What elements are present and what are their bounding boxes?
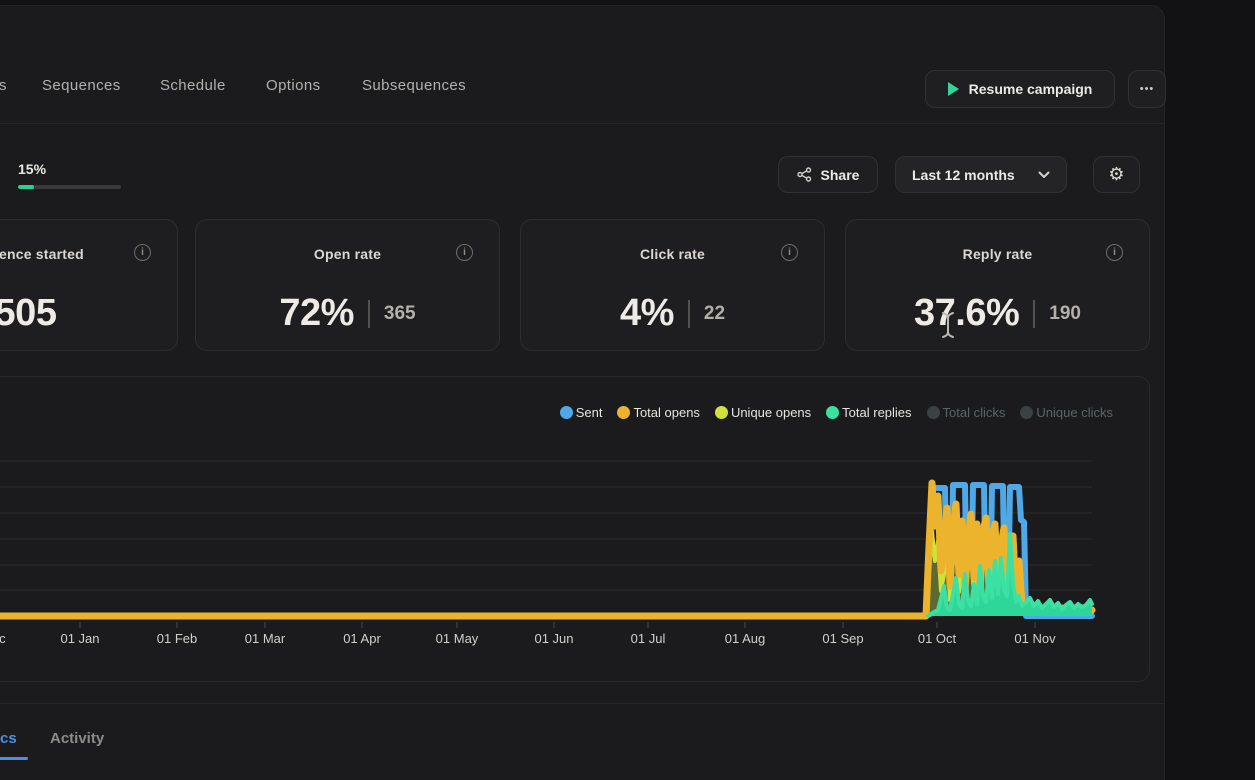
stat-count: 365 [383, 302, 416, 324]
x-tick-label: 01 Nov [1014, 631, 1056, 646]
x-tick-label: 01 Oct [918, 631, 957, 646]
legend-item-total-clicks[interactable]: Total clicks [926, 405, 1006, 420]
more-options-button[interactable]: ••• [1128, 70, 1166, 108]
share-button[interactable]: Share [778, 156, 878, 193]
legend-item-unique-opens[interactable]: Unique opens [714, 405, 812, 420]
stat-count: 190 [1049, 302, 1081, 324]
stat-label: Reply rate [962, 246, 1033, 262]
resume-campaign-label: Resume campaign [968, 81, 1093, 97]
share-label: Share [820, 166, 860, 183]
campaign-progress-bar [18, 185, 121, 189]
x-tick-label: 01 Dec [0, 631, 6, 646]
series-line-total-opens [0, 479, 1096, 620]
stat-card-open-rate: Open rate i 72% 365 [195, 219, 500, 351]
campaign-progress-fill [18, 185, 35, 189]
info-icon[interactable]: i [781, 244, 798, 261]
legend-dot-total-opens [617, 406, 631, 419]
date-range-dropdown[interactable]: Last 12 months [895, 156, 1067, 193]
value-divider [1033, 299, 1036, 328]
legend-dot-total-clicks [926, 406, 940, 419]
value-divider [687, 299, 690, 328]
info-icon[interactable]: i [1106, 244, 1123, 261]
x-tick-label: 01 Aug [725, 631, 766, 646]
gear-icon: ⚙ [1108, 164, 1125, 185]
text-cursor-ibeam [942, 312, 954, 338]
stat-value: 37.6% [914, 292, 1020, 334]
ellipsis-icon: ••• [1139, 83, 1155, 95]
tab-options[interactable]: Options [266, 77, 321, 94]
legend-item-unique-clicks[interactable]: Unique clicks [1020, 405, 1113, 420]
tab-schedule[interactable]: Schedule [160, 77, 226, 94]
info-icon[interactable]: i [134, 244, 151, 261]
settings-button[interactable]: ⚙ [1093, 156, 1140, 193]
stat-count: 22 [703, 302, 726, 324]
resume-campaign-button[interactable]: Resume campaign [925, 70, 1115, 108]
tab-subsequences[interactable]: Subsequences [362, 77, 467, 94]
legend-label: Total clicks [942, 405, 1006, 420]
header-divider [0, 123, 1165, 124]
legend-dot-unique-opens [714, 406, 728, 419]
x-tick-label: 01 Jan [60, 631, 99, 646]
legend-item-total-replies[interactable]: Total replies [826, 405, 912, 420]
tab-sequences[interactable]: Sequences [42, 77, 121, 94]
stat-label: Audience started [0, 246, 84, 262]
legend-label: Total opens [633, 405, 700, 420]
x-tick-label: 01 Sep [822, 631, 863, 646]
x-tick-label: 01 Jul [631, 631, 666, 646]
x-tick-label: 01 Jun [534, 631, 573, 646]
tab-activity[interactable]: Activity [50, 730, 105, 747]
info-icon[interactable]: i [456, 244, 473, 261]
section-divider [0, 703, 1165, 704]
tab-statistics[interactable]: Statistics [0, 730, 17, 747]
x-tick-label: 01 Feb [157, 631, 197, 646]
chart-legend: Sent Total opens Unique opens Total repl… [559, 405, 1113, 420]
value-divider [367, 299, 370, 328]
legend-dot-total-replies [826, 406, 840, 419]
chevron-down-icon [1038, 171, 1050, 178]
x-tick-label: 01 May [436, 631, 479, 646]
x-tick-label: 01 Mar [245, 631, 286, 646]
tab-leads[interactable]: Leads [0, 77, 7, 94]
legend-item-total-opens[interactable]: Total opens [617, 405, 700, 420]
play-icon [947, 82, 959, 96]
legend-dot-sent [559, 406, 573, 419]
legend-label: Total replies [842, 405, 912, 420]
date-range-value: Last 12 months [912, 166, 1015, 183]
stat-value: 505 [0, 292, 57, 334]
x-tick-label: 01 Apr [343, 631, 381, 646]
share-icon [796, 167, 811, 182]
stat-label: Open rate [313, 246, 382, 262]
legend-dot-unique-clicks [1020, 406, 1034, 419]
campaign-progress-percent: 15% [18, 161, 47, 177]
legend-label: Unique opens [730, 405, 812, 420]
stat-card-audience-started: Audience started i 505 [0, 219, 178, 351]
stat-value: 72% [279, 292, 354, 334]
legend-label: Unique clicks [1036, 405, 1113, 420]
series-line-total-replies [926, 532, 1094, 618]
legend-label: Sent [575, 405, 603, 420]
stat-card-click-rate: Click rate i 4% 22 [520, 219, 825, 351]
legend-item-sent[interactable]: Sent [559, 405, 603, 420]
active-tab-underline [0, 757, 28, 760]
stat-label: Click rate [639, 246, 706, 262]
campaign-chart-svg[interactable]: 01 Dec 01 Jan 01 Feb 01 Mar 01 Apr 01 May 01 J… [0, 440, 1150, 652]
stat-card-reply-rate: Reply rate i 37.6% 190 [845, 219, 1150, 351]
stat-value: 4% [619, 292, 674, 334]
